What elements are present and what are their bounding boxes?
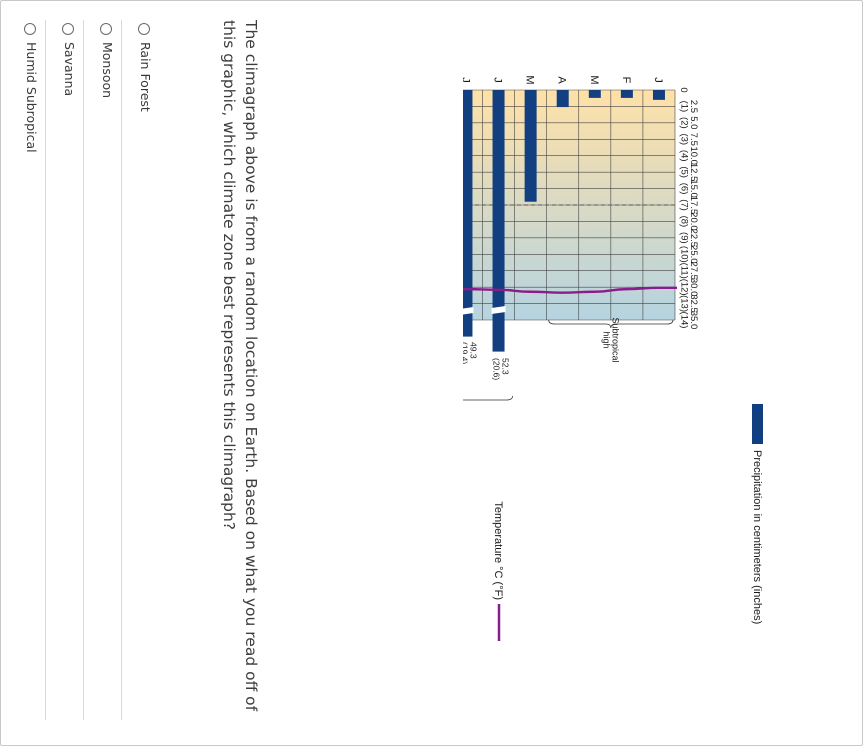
option-monsoon[interactable]: Monsoon bbox=[83, 20, 119, 720]
climagraph-chart: 0 2.5(1) 5.0(2) 7.5(3)10.0(4)12.5(5)15.0(6)… bbox=[463, 75, 763, 641]
divider bbox=[121, 20, 122, 720]
option-label[interactable]: Savanna bbox=[62, 42, 77, 97]
temp-legend-label: Temperature °C (°F) bbox=[492, 501, 504, 600]
precip-tick-label: 2.5(1) bbox=[679, 100, 700, 113]
precip-bar bbox=[588, 90, 601, 98]
bar-value-label: 52.3(20.6) bbox=[492, 358, 511, 380]
precip-bar bbox=[556, 90, 569, 108]
annotation-label: Subtropicalhigh bbox=[601, 317, 620, 362]
option-label[interactable]: Monsoon bbox=[100, 42, 115, 99]
precip-tick-label: 5.0(2) bbox=[679, 116, 700, 129]
radio-button[interactable] bbox=[100, 23, 112, 35]
month-label: F bbox=[620, 77, 632, 84]
precip-tick-label: 17.5(7) bbox=[679, 196, 700, 215]
axis-break-marker bbox=[463, 307, 474, 315]
precip-legend-label: Precipitation in centimeters (inches) bbox=[751, 450, 763, 624]
precip-bar bbox=[524, 90, 537, 202]
bar-value-label: 49.3(19.4) bbox=[463, 342, 478, 364]
precip-tick-label: 20.0(8) bbox=[679, 212, 700, 231]
annotation-brace bbox=[548, 319, 674, 329]
month-label: J bbox=[463, 77, 471, 83]
month-label: A bbox=[556, 76, 568, 84]
precip-tick-label: 32.5(13) bbox=[679, 294, 700, 313]
precip-tick-label: 10.0(4) bbox=[679, 146, 700, 165]
month-label: M bbox=[524, 75, 536, 84]
precip-bar bbox=[620, 90, 633, 98]
precip-tick-label: 35.0(14) bbox=[679, 311, 700, 330]
precip-tick-label: 27.5(11) bbox=[679, 261, 700, 280]
precip-legend-swatch bbox=[752, 404, 763, 444]
precip-tick-label: 25.0(10) bbox=[679, 245, 700, 264]
precip-tick-label: 0 bbox=[678, 87, 689, 92]
temperature-line bbox=[463, 284, 677, 294]
precip-tick-label: 22.5(9) bbox=[679, 229, 700, 248]
precip-tick-label: 15.0(6) bbox=[679, 179, 700, 198]
precip-bar bbox=[463, 90, 473, 337]
annotation-brace bbox=[463, 395, 513, 405]
radio-button[interactable] bbox=[24, 23, 36, 35]
month-label: J bbox=[492, 77, 504, 83]
precip-bar bbox=[492, 90, 505, 352]
month-label: J bbox=[652, 77, 664, 83]
divider bbox=[45, 20, 46, 720]
divider bbox=[83, 20, 84, 720]
option-savanna[interactable]: Savanna bbox=[45, 20, 81, 720]
precip-tick-label: 30.0(12) bbox=[679, 278, 700, 297]
radio-button[interactable] bbox=[138, 23, 150, 35]
question-text: The climagraph above is from a random lo… bbox=[220, 20, 260, 712]
axis-break-marker bbox=[491, 306, 506, 314]
precip-tick-label: 7.5(3) bbox=[679, 133, 700, 146]
precip-bar bbox=[652, 90, 665, 100]
option-rain-forest[interactable]: Rain Forest bbox=[121, 20, 157, 720]
option-label[interactable]: Rain Forest bbox=[138, 42, 153, 112]
option-label[interactable]: Humid Subropical bbox=[24, 42, 39, 153]
radio-button[interactable] bbox=[62, 23, 74, 35]
month-label: M bbox=[588, 75, 600, 84]
precip-tick-label: 12.5(5) bbox=[679, 163, 700, 182]
option-humid-subtropical[interactable]: Humid Subropical bbox=[7, 20, 43, 720]
